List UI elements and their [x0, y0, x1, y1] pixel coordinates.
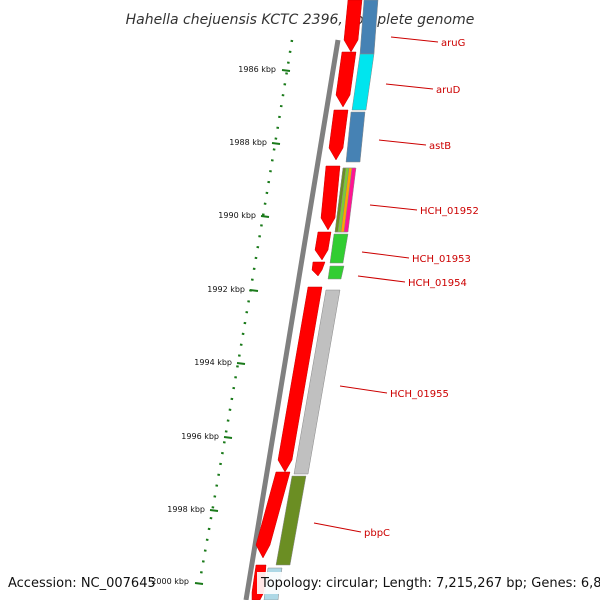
gene-label-HCH_01953: HCH_01953	[412, 254, 471, 265]
gene-astB	[345, 111, 366, 163]
cds-arrow	[343, 0, 363, 53]
tick-group: 1986 kbp 1988 kbp 1990 kbp 1992 kbp 1994…	[151, 65, 291, 586]
cds-arrow	[328, 109, 349, 161]
tick-mark	[194, 582, 204, 585]
gene-pbpC	[275, 475, 307, 566]
label-leaders	[313, 36, 439, 533]
cds-track	[251, 0, 363, 600]
tick-label: 1992 kbp	[207, 285, 245, 294]
cds-arrow	[277, 286, 323, 473]
footer-bg-right	[257, 572, 594, 594]
gene-HCH_01953	[329, 233, 349, 264]
gene-label-HCH_01955: HCH_01955	[390, 389, 449, 400]
gene-aruD	[351, 53, 375, 111]
leader-line	[357, 275, 406, 283]
cds-arrow	[320, 165, 341, 231]
gene-label-HCH_01952: HCH_01952	[420, 206, 479, 217]
tick-label: 2000 kbp	[151, 577, 189, 586]
tick-mark	[209, 509, 219, 512]
leader-line	[369, 204, 418, 211]
gene-HCH_01955	[293, 289, 341, 475]
leader-line	[361, 251, 410, 259]
gene-HCH_01954	[327, 265, 345, 280]
leader-line	[313, 522, 362, 533]
tick-label: 1996 kbp	[181, 432, 219, 441]
cds-arrow	[314, 231, 332, 261]
accession-text: Accession: NC_007645	[8, 576, 156, 591]
cds-arrow	[335, 51, 357, 108]
tick-label: 1994 kbp	[194, 358, 232, 367]
gene-HCH_01952-band-pink	[343, 167, 357, 233]
tick-mark	[260, 215, 270, 218]
leader-line	[390, 36, 439, 43]
gene-label-aruG: aruG	[441, 38, 465, 49]
tick-label: 1986 kbp	[238, 65, 276, 74]
gene-labels: aruG aruD astB HCH_01952 HCH_01953 HCH_0…	[364, 38, 479, 539]
leader-line	[385, 83, 434, 90]
gene-label-pbpC: pbpC	[364, 528, 390, 539]
tick-mark	[223, 436, 233, 439]
footer-bg-left	[4, 572, 146, 594]
tick-label: 1990 kbp	[218, 211, 256, 220]
leader-line	[378, 139, 427, 146]
topology-text: Topology: circular; Length: 7,215,267 bp…	[260, 576, 600, 591]
genome-backbone	[243, 39, 341, 600]
tick-mark	[271, 142, 281, 145]
leader-line	[339, 385, 388, 394]
gene-aruG	[359, 0, 379, 55]
tick-mark	[249, 289, 259, 292]
cds-arrow	[255, 471, 291, 559]
tick-mark	[281, 69, 291, 72]
gene-label-astB: astB	[429, 141, 451, 152]
tick-label: 1988 kbp	[229, 138, 267, 147]
gene-label-HCH_01954: HCH_01954	[408, 278, 467, 289]
gene-track	[263, 0, 379, 600]
gene-label-aruD: aruD	[436, 85, 461, 96]
tick-label: 1998 kbp	[167, 505, 205, 514]
cds-arrow	[311, 261, 326, 277]
tick-mark	[236, 362, 246, 365]
map-title: Hahella chejuensis KCTC 2396, complete g…	[126, 12, 475, 28]
